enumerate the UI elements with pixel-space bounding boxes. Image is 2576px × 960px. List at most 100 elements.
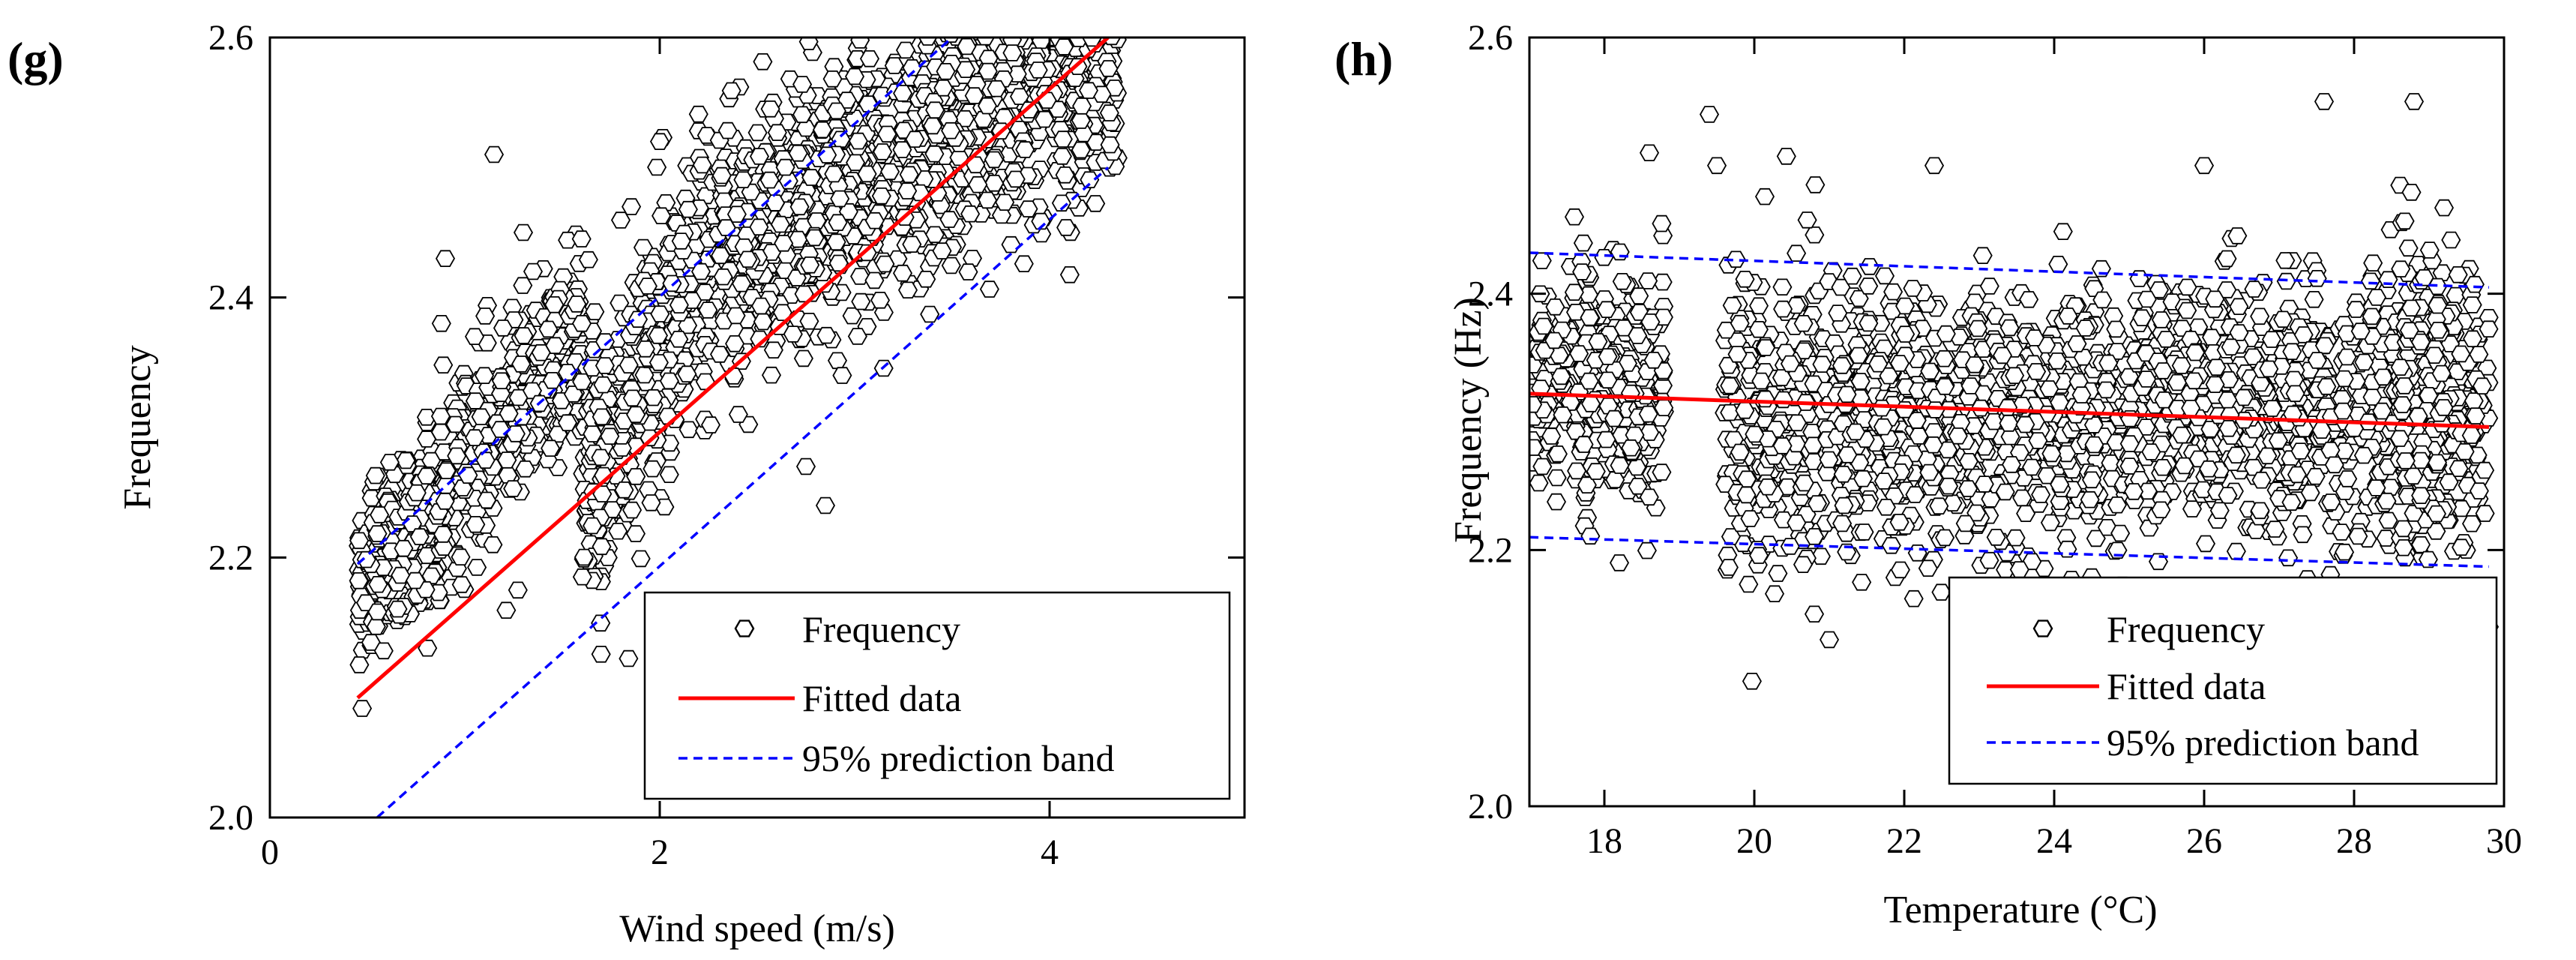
scatter-point	[1787, 244, 1807, 262]
scatter-point	[1754, 188, 1775, 206]
scatter-point	[1805, 176, 1826, 194]
scatter-point	[977, 97, 998, 115]
scatter-point	[1876, 499, 1896, 516]
scatter-point	[592, 538, 612, 556]
scatter-point	[960, 17, 978, 33]
scatter-point	[1755, 390, 1775, 408]
scatter-point	[1098, 60, 1119, 77]
scatter-point	[711, 166, 732, 184]
scatter-point	[1999, 415, 2019, 432]
scatter-point	[760, 100, 780, 118]
scatter-point	[531, 344, 551, 362]
scatter-point-outlier	[464, 328, 485, 346]
scatter-point	[2021, 458, 2042, 476]
scatter-point	[966, 18, 984, 34]
scatter-point	[1074, 8, 1092, 24]
scatter-point	[1846, 423, 1866, 441]
scatter-point	[1099, 104, 1119, 122]
scatter-point	[918, 38, 938, 46]
scatter-point	[647, 158, 667, 176]
scatter-point	[1104, 20, 1122, 36]
scatter-point	[1748, 297, 1769, 315]
scatter-point	[2250, 502, 2270, 520]
scatter-point	[952, 0, 970, 14]
scatter-point	[905, 130, 925, 148]
scatter-point	[544, 296, 565, 314]
scatter-point	[1056, 22, 1074, 38]
scatter-point	[978, 191, 998, 209]
scatter-point	[619, 356, 639, 374]
scatter-point	[812, 121, 833, 139]
scatter-point	[2218, 487, 2238, 504]
scatter-point	[1028, 62, 1048, 79]
scatter-point	[884, 57, 904, 74]
scatter-point	[1727, 346, 1748, 363]
scatter-point	[391, 566, 411, 584]
scatter-point	[971, 4, 989, 20]
scatter-point	[1529, 439, 1544, 457]
scatter-point	[925, 101, 945, 119]
scatter-point	[1017, 20, 1035, 36]
scatter-point	[2015, 416, 2035, 434]
scatter-point	[1074, 0, 1092, 13]
scatter-point-outlier	[571, 314, 592, 332]
scatter-point	[541, 440, 561, 457]
scatter-point	[799, 312, 819, 330]
scatter-point	[1002, 44, 1023, 62]
scatter-point	[436, 462, 457, 479]
scatter-point	[962, 250, 983, 267]
scatter-point	[1101, 18, 1119, 34]
axis-ticks: 0 2 42.02.22.42.6	[208, 18, 1245, 872]
scatter-point-outlier	[435, 250, 456, 268]
scatter-point	[2092, 291, 2113, 309]
scatter-point	[631, 550, 651, 568]
scatter-point	[1853, 470, 1874, 488]
scatter-point	[960, 205, 981, 223]
scatter-point	[671, 232, 691, 250]
scatter-point	[1780, 355, 1800, 373]
scatter-points	[1529, 93, 2500, 698]
scatter-point	[1565, 303, 1586, 321]
scatter-point-outlier	[474, 367, 495, 385]
scatter-point	[418, 639, 438, 657]
scatter-point	[572, 568, 592, 586]
scatter-point	[1020, 1, 1038, 16]
scatter-point	[396, 452, 416, 470]
scatter-point	[635, 340, 655, 358]
scatter-point	[1907, 544, 1928, 562]
scatter-point	[433, 356, 454, 374]
scatter-point	[2050, 476, 2070, 494]
scatter-point	[610, 212, 631, 229]
scatter-point	[1998, 398, 2018, 416]
scatter-point	[1068, 4, 1086, 20]
scatter-point	[770, 215, 790, 233]
scatter-point	[557, 364, 578, 381]
legend-entry-frequency: Frequency	[802, 608, 960, 650]
scatter-point	[1089, 0, 1107, 14]
scatter-point	[2119, 435, 2140, 452]
scatter-point	[747, 124, 768, 142]
scatter-point	[966, 156, 986, 174]
scatter-point	[1060, 4, 1078, 20]
scatter-point	[1890, 561, 1910, 579]
scatter-point	[1874, 267, 1895, 285]
scatter-point	[1881, 537, 1901, 554]
scatter-point	[916, 270, 936, 288]
scatter-point	[1056, 219, 1077, 236]
scatter-point	[1756, 339, 1776, 356]
scatter-point	[1730, 314, 1750, 332]
scatter-point	[1533, 317, 1553, 335]
y-axis-title: Frequency	[116, 345, 159, 509]
scatter-point	[349, 572, 369, 590]
scatter-point	[619, 650, 639, 668]
scatter-point	[728, 406, 748, 423]
scatter-point	[877, 125, 897, 143]
scatter-point	[1757, 478, 1778, 496]
scatter-point	[1803, 436, 1823, 454]
scatter-point	[807, 212, 827, 230]
scatter-point	[688, 105, 708, 123]
scatter-point	[2367, 289, 2387, 306]
scatter-point	[964, 87, 984, 104]
scatter-point	[692, 156, 712, 174]
scatter-point	[1031, 38, 1051, 50]
